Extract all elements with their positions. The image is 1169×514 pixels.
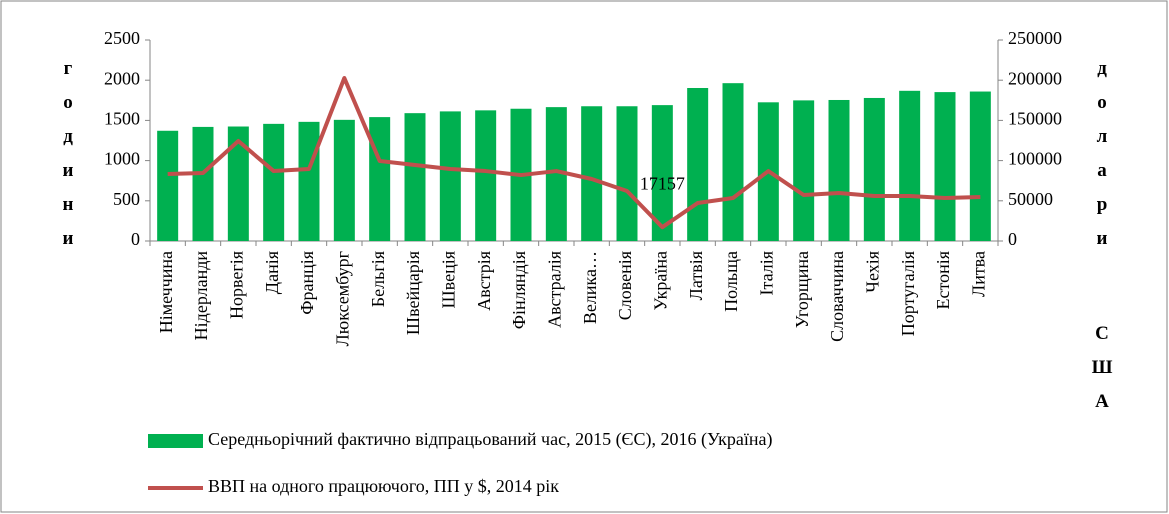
bar — [863, 97, 885, 241]
x-tick-label: Франція — [297, 251, 317, 315]
bar — [651, 105, 673, 242]
data-label: 17157 — [640, 173, 685, 193]
x-tick-label: Люксембург — [332, 251, 352, 346]
bar — [227, 126, 249, 241]
bar — [404, 113, 426, 241]
x-tick-label: Чехія — [862, 251, 882, 293]
x-tick-label: Австрія — [474, 251, 494, 311]
bar — [969, 91, 991, 241]
x-tick-label: Австралія — [544, 251, 564, 328]
bar — [475, 110, 497, 241]
bar — [687, 87, 709, 241]
bar — [298, 121, 320, 241]
bar — [439, 111, 461, 241]
legend-label: ВВП на одного працюючого, ПП у $, 2014 р… — [208, 476, 559, 496]
bar — [793, 100, 815, 241]
x-tick-label: Словенія — [615, 251, 635, 320]
x-tick-label: Фінляндія — [509, 251, 529, 329]
x-tick-label: Угорщина — [792, 251, 812, 328]
legend-label: Середньорічний фактично відпрацьований ч… — [208, 429, 772, 450]
y2-tick-label: 150000 — [1008, 109, 1062, 129]
x-tick-label: Італія — [756, 251, 776, 296]
x-tick-label: Велика… — [580, 251, 600, 324]
y2-tick-label: 100000 — [1008, 149, 1062, 169]
bar — [545, 107, 567, 241]
bar — [828, 99, 850, 242]
x-tick-label: Німеччина — [156, 251, 176, 333]
legend-swatch — [148, 434, 203, 448]
y-tick-label: 1500 — [104, 109, 140, 129]
bar — [722, 83, 744, 241]
y2-tick-label: 50000 — [1008, 189, 1053, 209]
bar — [616, 106, 638, 241]
x-tick-label: Литва — [968, 251, 988, 297]
x-tick-label: Швейцарія — [403, 251, 423, 335]
y2-tick-label: 250000 — [1008, 28, 1062, 48]
y2-tick-label: 200000 — [1008, 68, 1062, 88]
x-tick-label: Данія — [262, 251, 282, 294]
x-tick-label: Норвегія — [226, 251, 246, 319]
x-tick-label: Швеція — [438, 251, 458, 308]
x-tick-label: Польща — [721, 251, 741, 312]
bar — [263, 123, 285, 241]
x-tick-label: Словаччина — [827, 251, 847, 342]
y-tick-label: 1000 — [104, 149, 140, 169]
bar — [157, 130, 179, 241]
bar — [899, 90, 921, 241]
y-tick-label: 0 — [131, 229, 140, 249]
x-tick-label: Португалія — [898, 251, 918, 336]
bar — [581, 106, 603, 241]
y-tick-label: 500 — [113, 189, 140, 209]
x-tick-label: Нідерланди — [191, 251, 211, 341]
y-tick-label: 2500 — [104, 28, 140, 48]
x-tick-label: Естонія — [933, 251, 953, 310]
x-tick-label: Латвія — [686, 251, 706, 300]
line — [167, 76, 981, 230]
bar — [192, 126, 214, 241]
bar — [369, 117, 391, 241]
x-tick-label: Україна — [650, 251, 670, 311]
bar — [934, 92, 956, 241]
x-tick-label: Бельгія — [368, 251, 388, 307]
y2-tick-label: 0 — [1008, 229, 1017, 249]
bar — [333, 119, 355, 241]
y-tick-label: 2000 — [104, 68, 140, 88]
